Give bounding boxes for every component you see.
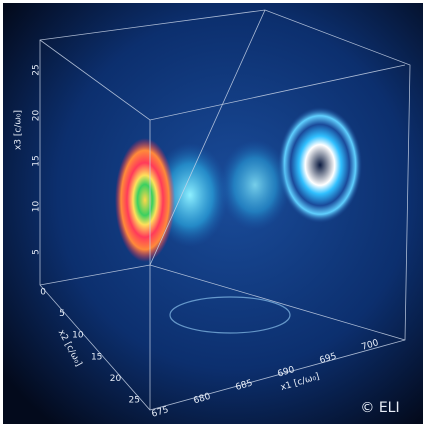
tick-label: 25 — [129, 396, 140, 406]
axis-label: x3 [c/ω₀] — [14, 110, 24, 150]
cloud — [220, 140, 290, 230]
tick-label: 25 — [32, 64, 42, 75]
far-rings — [278, 107, 362, 223]
tick-label: 10 — [72, 331, 84, 341]
tick-label: 15 — [32, 155, 42, 166]
tick-label: 10 — [32, 201, 42, 213]
tick-label: 15 — [91, 352, 102, 362]
figure: x3 [c/ω₀] x2 [c/ω₀] x1 [c/ω₀] © ELI 5101… — [0, 0, 426, 427]
tick-label: 5 — [32, 249, 42, 255]
tick-label: 5 — [59, 309, 65, 319]
tick-label: 0 — [40, 288, 46, 298]
tick-label: 20 — [32, 110, 42, 122]
tick-label: 20 — [110, 374, 122, 384]
pulse-rings — [115, 138, 175, 262]
credit: © ELI — [360, 400, 399, 416]
